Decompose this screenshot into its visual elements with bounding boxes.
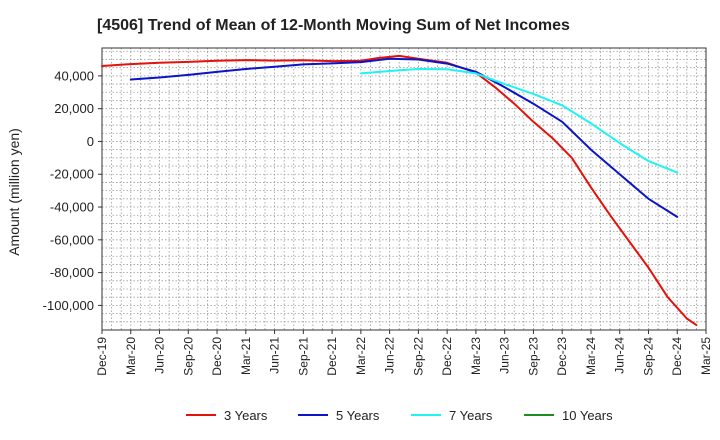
x-tick-label: Jun-24	[613, 337, 627, 374]
y-tick-label: -80,000	[50, 265, 94, 280]
y-tick-label: 20,000	[54, 101, 94, 116]
x-tick-label: Mar-21	[239, 337, 253, 375]
y-axis-label: Amount (million yen)	[6, 128, 22, 256]
x-tick-label: Mar-23	[469, 337, 483, 375]
x-tick-label: Dec-24	[670, 337, 684, 376]
legend-item: 10 Years	[524, 408, 613, 423]
x-tick-label: Dec-21	[325, 337, 339, 376]
x-tick-label: Jun-22	[383, 337, 397, 374]
y-tick-label: 0	[87, 134, 94, 149]
x-tick-label: Sep-20	[181, 337, 195, 376]
y-tick-label: -20,000	[50, 167, 94, 182]
x-tick-label: Dec-22	[440, 337, 454, 376]
chart-title: [4506] Trend of Mean of 12-Month Moving …	[97, 17, 570, 34]
legend-label: 5 Years	[336, 408, 380, 423]
series-lines	[101, 54, 698, 327]
x-tick-label: Sep-21	[296, 337, 310, 376]
x-tick-label: Sep-24	[641, 337, 655, 376]
legend: 3 Years 5 Years 7 Years 10 Years	[186, 408, 613, 423]
legend-label: 3 Years	[224, 408, 268, 423]
x-tick-label: Mar-24	[584, 337, 598, 375]
grid-lines	[102, 48, 706, 331]
x-tick-label: Dec-19	[95, 337, 109, 376]
x-axis: Dec-19 Mar-20 Jun-20 Sep-20 Dec-20 Mar-21 Jun-…	[95, 330, 713, 376]
series-line-5-years	[129, 57, 679, 218]
y-tick-label: -100,000	[43, 298, 94, 313]
x-tick-label: Mar-22	[354, 337, 368, 375]
x-tick-label: Jun-23	[498, 337, 512, 374]
legend-label: 10 Years	[562, 408, 613, 423]
legend-item: 5 Years	[298, 408, 380, 423]
legend-item: 3 Years	[186, 408, 268, 423]
plot-frame	[101, 47, 707, 331]
x-tick-label: Jun-21	[268, 337, 282, 374]
y-tick-label: 40,000	[54, 68, 94, 83]
legend-item: 7 Years	[411, 408, 493, 423]
y-tick-label: -40,000	[50, 200, 94, 215]
x-tick-label: Jun-20	[153, 337, 167, 374]
x-tick-label: Sep-23	[526, 337, 540, 376]
x-tick-label: Sep-22	[411, 337, 425, 376]
x-tick-label: Mar-25	[699, 337, 713, 375]
x-tick-label: Dec-23	[555, 337, 569, 376]
y-tick-label: -60,000	[50, 232, 94, 247]
legend-label: 7 Years	[449, 408, 493, 423]
x-tick-label: Mar-20	[124, 337, 138, 375]
series-line-7-years	[359, 68, 679, 174]
x-tick-label: Dec-20	[210, 337, 224, 376]
y-axis: 40,000 20,000 0 -20,000 -40,000 -60,000 -80,00…	[43, 68, 102, 313]
